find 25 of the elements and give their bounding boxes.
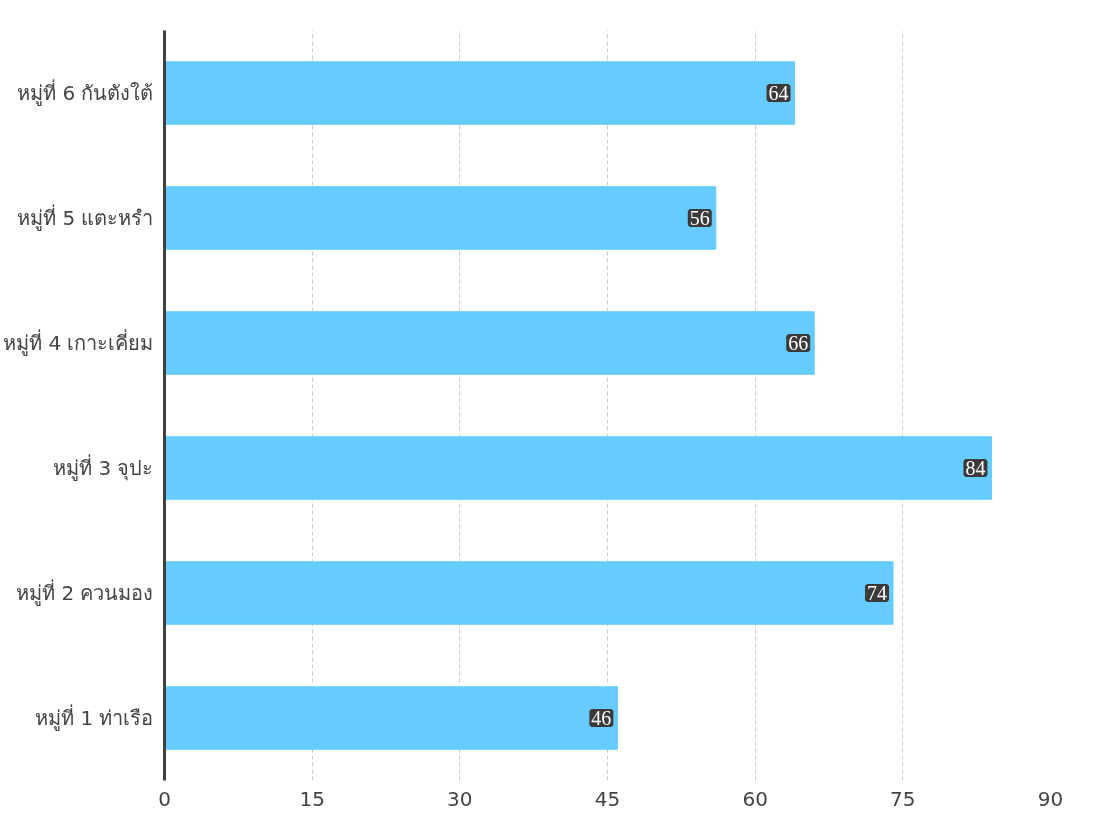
x-tick-label: 0 <box>158 786 171 811</box>
y-tick-label: หมู่ที่ 4 เกาะเคี่ยม <box>3 329 154 356</box>
y-tick-label: หมู่ที่ 2 ควนมอง <box>16 579 154 606</box>
x-tick-label: 90 <box>1037 786 1064 811</box>
data-label: 66 <box>788 332 809 354</box>
y-tick-label: หมู่ที่ 3 จุปะ <box>53 454 154 481</box>
bar <box>164 186 717 250</box>
x-tick-label: 30 <box>447 786 473 811</box>
y-tick-label: หมู่ที่ 1 ท่าเรือ <box>35 704 154 731</box>
data-label: 84 <box>965 457 986 479</box>
bar <box>164 311 815 375</box>
y-tick-label: หมู่ที่ 5 แตะหรำ <box>17 204 154 231</box>
x-tick-label: 45 <box>594 786 621 811</box>
data-label: 74 <box>866 582 887 604</box>
bar <box>164 436 992 500</box>
data-label: 64 <box>768 82 789 104</box>
data-label: 46 <box>591 707 612 729</box>
bar <box>164 686 618 750</box>
bar <box>164 61 796 125</box>
data-label: 56 <box>689 207 710 229</box>
x-tick-label: 15 <box>299 786 325 811</box>
y-tick-label: หมู่ที่ 6 กันตังใต้ <box>17 79 154 106</box>
x-tick-label: 60 <box>742 786 768 811</box>
x-tick-label: 75 <box>890 786 916 811</box>
bar <box>164 561 894 625</box>
